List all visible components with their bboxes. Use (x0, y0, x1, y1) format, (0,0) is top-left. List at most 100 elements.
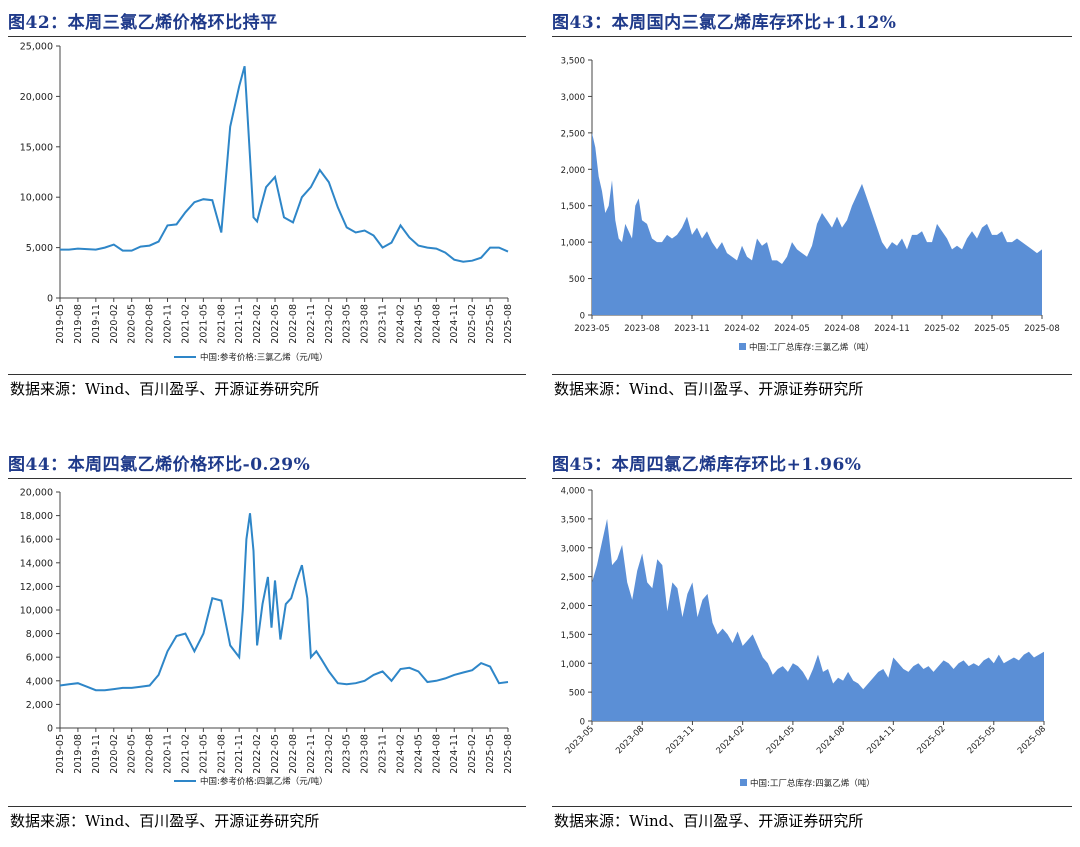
chart-title: 图45：本周四氯乙烯库存环比+1.96% (552, 455, 862, 475)
panel-trichloroethylene-price: 图42：本周三氯乙烯价格环比持平 0 5,000 10,000 15,000 20,00… (8, 8, 526, 408)
chart-svg: 0 5,000 10,000 15,000 20,000 25,000 2019-05 201… (20, 42, 514, 364)
y-tick-label: 4,000 (561, 487, 585, 497)
x-tick-label: 2025-05 (485, 734, 496, 774)
x-tick-label: 2020-05 (127, 304, 138, 344)
x-tick-label: 2024-05 (774, 324, 810, 334)
x-tick-label: 2024-05 (765, 724, 797, 756)
series-line (60, 65, 509, 263)
x-tick-label: 2020-08 (145, 734, 156, 774)
x-tick-label: 2021-08 (216, 734, 227, 774)
x-tick-label: 2020-02 (109, 304, 120, 344)
x-tick-label: 2022-11 (306, 734, 317, 774)
x-tick-label: 2025-08 (503, 734, 514, 774)
x-tick-label: 2022-05 (270, 304, 281, 344)
x-tick-label: 2024-02 (395, 304, 406, 344)
y-tick-label: 6,000 (26, 653, 53, 664)
y-tick-label: 12,000 (20, 582, 53, 593)
bottom-rule (552, 806, 1072, 807)
x-tick-label: 2024-08 (824, 324, 860, 334)
y-tick-label: 2,000 (561, 602, 585, 612)
chart-svg: 0 500 1,000 1,500 2,000 2,500 3,000 3,500 2023-0… (561, 57, 1060, 354)
x-tick-label: 2021-11 (234, 304, 245, 344)
x-tick-label: 2024-05 (413, 734, 424, 774)
y-tick-label: 2,000 (26, 700, 53, 711)
legend: 中国:参考价格:四氯乙烯（元/吨） (174, 776, 328, 787)
y-tick-label: 0 (580, 312, 585, 322)
x-tick-label: 2024-11 (865, 724, 897, 756)
y-tick-label: 25,000 (20, 42, 53, 53)
x-tick-label: 2023-08 (360, 304, 371, 344)
x-tick-label: 2024-05 (413, 304, 424, 344)
x-tick-label: 2022-05 (270, 734, 281, 774)
y-tick-label: 0 (47, 294, 53, 305)
legend-label: 中国:工厂总库存:四氯乙烯（吨） (750, 778, 875, 789)
x-tick-label: 2023-11 (674, 324, 710, 334)
title-underline (8, 36, 526, 37)
y-tick-label: 1,500 (561, 202, 585, 212)
x-tick-label: 2024-08 (815, 724, 847, 756)
chart-svg: 0 2,000 4,000 6,000 8,000 10,000 12,000 14,000 1… (20, 488, 514, 788)
x-tick-label: 2023-08 (360, 734, 371, 774)
y-tick-label: 500 (569, 689, 585, 699)
title-underline (8, 478, 526, 479)
title-underline (552, 36, 1072, 37)
x-tick-label: 2025-08 (1024, 324, 1060, 334)
x-tick-label: 2020-02 (109, 734, 120, 774)
bottom-rule (8, 806, 526, 807)
y-tick-label: 1,000 (561, 660, 585, 670)
series-line (59, 513, 509, 692)
panel-tetrachloroethylene-price: 图44：本周四氯乙烯价格环比-0.29% 0 2,000 4,000 6,000 8,0… (8, 450, 526, 842)
x-tick-label: 2022-02 (252, 304, 263, 344)
y-tick-label: 20,000 (20, 92, 53, 103)
legend-label: 中国:参考价格:四氯乙烯（元/吨） (200, 776, 328, 787)
x-tick-label: 2019-11 (91, 734, 102, 774)
x-tick-label: 2023-08 (624, 324, 660, 334)
title-underline (552, 478, 1072, 479)
x-tick-label: 2024-08 (431, 734, 442, 774)
chart-title: 图44：本周四氯乙烯价格环比-0.29% (8, 455, 311, 475)
legend-swatch (740, 779, 747, 786)
x-tick-label: 2023-05 (574, 324, 610, 334)
y-tick-label: 0 (580, 718, 585, 728)
x-tick-label: 2019-05 (55, 304, 66, 344)
x-tick-label: 2021-05 (198, 734, 209, 774)
x-tick-label: 2024-11 (449, 304, 460, 344)
x-tick-label: 2020-08 (145, 304, 156, 344)
y-tick-label: 2,000 (561, 166, 585, 176)
x-tick-label: 2023-05 (342, 734, 353, 774)
x-tick-label: 2020-05 (127, 734, 138, 774)
chart-title: 图43：本周国内三氯乙烯库存环比+1.12% (552, 13, 897, 33)
y-tick-label: 2,500 (561, 129, 585, 139)
x-tick-label: 2024-02 (395, 734, 406, 774)
x-tick-label: 2023-02 (324, 734, 335, 774)
x-tick-label: 2025-05 (966, 724, 998, 756)
x-tick-label: 2019-08 (73, 734, 84, 774)
panel-trichloroethylene-inventory: 图43：本周国内三氯乙烯库存环比+1.12% 0 500 1,000 1,500 2,0… (552, 8, 1072, 408)
x-tick-label: 2020-11 (163, 304, 174, 344)
x-tick-label: 2023-11 (664, 724, 696, 756)
legend: 中国:参考价格:三氯乙烯（元/吨） (174, 352, 328, 363)
x-tick-label: 2025-02 (924, 324, 960, 334)
y-tick-label: 14,000 (20, 558, 53, 569)
x-tick-label: 2023-02 (324, 304, 335, 344)
y-tick-label: 18,000 (20, 511, 53, 522)
y-tick-label: 20,000 (20, 488, 53, 499)
x-tick-label: 2024-02 (724, 324, 760, 334)
legend: 中国:工厂总库存:四氯乙烯（吨） (740, 778, 875, 789)
x-tick-label: 2019-08 (73, 304, 84, 344)
chart-svg: 0 500 1,000 1,500 2,000 2,500 3,000 3,500 4,000 2… (561, 487, 1048, 790)
y-tick-label: 3,500 (561, 57, 585, 67)
y-tick-label: 5,000 (26, 243, 53, 254)
x-tick-label: 2023-11 (378, 734, 389, 774)
y-tick-label: 3,000 (561, 93, 585, 103)
x-tick-label: 2025-02 (467, 304, 478, 344)
x-tick-label: 2021-08 (216, 304, 227, 344)
series-area (592, 132, 1042, 315)
y-tick-label: 16,000 (20, 535, 53, 546)
x-tick-label: 2024-11 (874, 324, 910, 334)
y-tick-label: 8,000 (26, 629, 53, 640)
legend-label: 中国:参考价格:三氯乙烯（元/吨） (200, 352, 328, 363)
series-area (592, 518, 1044, 721)
legend: 中国:工厂总库存:三氯乙烯（吨） (739, 342, 874, 353)
x-tick-label: 2021-11 (234, 734, 245, 774)
